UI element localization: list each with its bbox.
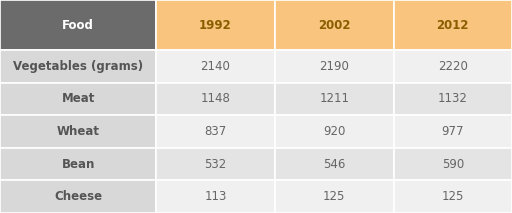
Text: 1148: 1148 bbox=[201, 92, 230, 105]
Bar bbox=[275, 115, 394, 148]
Text: 2190: 2190 bbox=[319, 60, 349, 73]
Bar bbox=[0, 50, 156, 83]
Bar bbox=[0, 0, 156, 50]
Bar bbox=[275, 0, 394, 50]
Text: 590: 590 bbox=[442, 158, 464, 171]
Bar bbox=[394, 148, 512, 180]
Bar bbox=[156, 50, 275, 83]
Bar bbox=[394, 180, 512, 213]
Bar bbox=[394, 83, 512, 115]
Bar bbox=[0, 148, 156, 180]
Text: Meat: Meat bbox=[61, 92, 95, 105]
Bar bbox=[0, 83, 156, 115]
Bar bbox=[156, 83, 275, 115]
Bar bbox=[156, 180, 275, 213]
Text: Wheat: Wheat bbox=[57, 125, 99, 138]
Bar bbox=[394, 0, 512, 50]
Text: 1132: 1132 bbox=[438, 92, 468, 105]
Bar bbox=[0, 180, 156, 213]
Bar bbox=[156, 0, 275, 50]
Bar bbox=[394, 115, 512, 148]
Bar bbox=[275, 83, 394, 115]
Text: Food: Food bbox=[62, 19, 94, 32]
Text: Cheese: Cheese bbox=[54, 190, 102, 203]
Text: Vegetables (grams): Vegetables (grams) bbox=[13, 60, 143, 73]
Text: 125: 125 bbox=[442, 190, 464, 203]
Text: 2140: 2140 bbox=[201, 60, 230, 73]
Text: 1992: 1992 bbox=[199, 19, 232, 32]
Text: 2012: 2012 bbox=[437, 19, 469, 32]
Text: 1211: 1211 bbox=[319, 92, 349, 105]
Text: Bean: Bean bbox=[61, 158, 95, 171]
Bar bbox=[394, 50, 512, 83]
Bar bbox=[275, 50, 394, 83]
Bar bbox=[156, 115, 275, 148]
Text: 837: 837 bbox=[204, 125, 227, 138]
Text: 920: 920 bbox=[323, 125, 346, 138]
Text: 977: 977 bbox=[442, 125, 464, 138]
Bar bbox=[275, 148, 394, 180]
Text: 113: 113 bbox=[204, 190, 227, 203]
Text: 532: 532 bbox=[204, 158, 227, 171]
Bar bbox=[0, 115, 156, 148]
Bar bbox=[156, 148, 275, 180]
Text: 125: 125 bbox=[323, 190, 346, 203]
Text: 2220: 2220 bbox=[438, 60, 468, 73]
Text: 546: 546 bbox=[323, 158, 346, 171]
Bar bbox=[275, 180, 394, 213]
Text: 2002: 2002 bbox=[318, 19, 351, 32]
